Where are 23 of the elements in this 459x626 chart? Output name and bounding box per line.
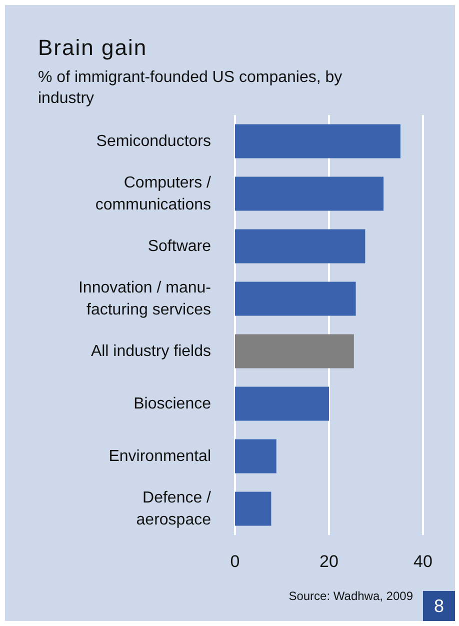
chart-title: Brain gain [38,35,148,61]
bar [235,176,384,211]
bar [235,492,272,526]
y-tick-label: All industry fields [90,342,211,360]
x-tick-label: 40 [414,552,432,571]
bar [235,439,276,474]
bar [235,282,356,316]
y-tick-label: Innovation / manu- facturing services [78,279,211,318]
x-tick-label: 20 [320,552,338,571]
y-tick-label: Semiconductors [96,132,211,150]
y-tick-label: Bioscience [134,395,212,412]
bar [235,124,400,158]
bar [235,386,329,421]
y-tick-label: Computers / communications [95,174,212,214]
y-tick-label: Environmental [108,448,211,465]
text: 8 [423,591,455,621]
y-tick-label: Software [148,238,212,255]
x-tick-label: 0 [230,552,240,571]
bar [235,229,366,264]
bar [235,334,354,368]
source-note: Source: Wadhwa, 2009 [288,589,413,603]
y-tick-label: Defence / aerospace [136,489,212,528]
chart-subtitle: % of immigrant-founded US companies, by industry [38,68,344,109]
